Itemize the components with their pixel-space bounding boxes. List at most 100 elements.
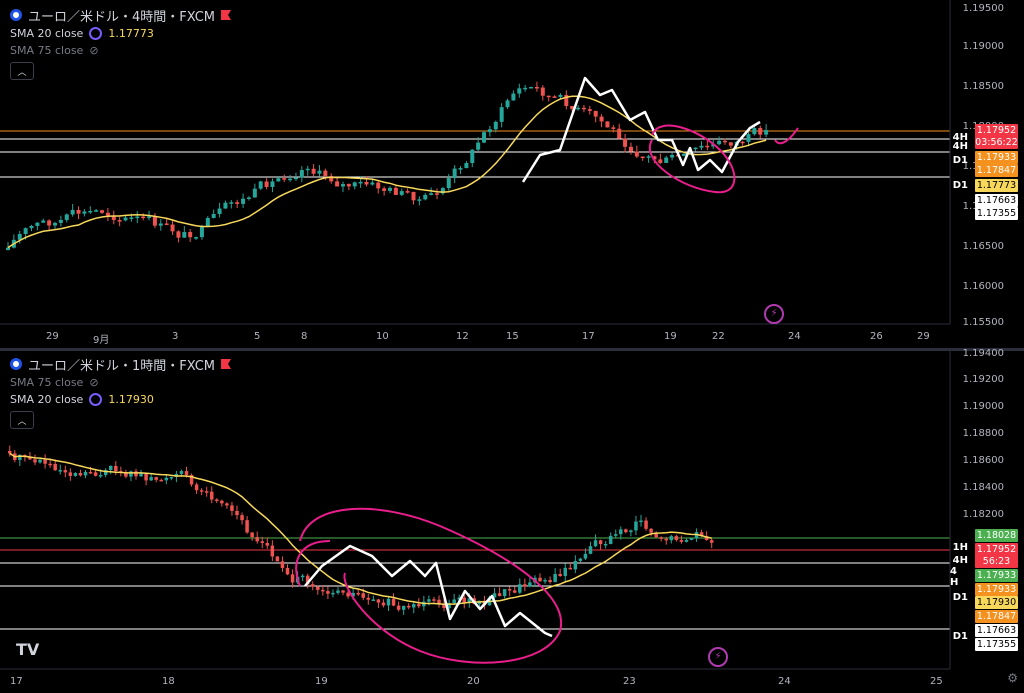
candle-body: [538, 577, 542, 582]
candle-body: [255, 537, 259, 542]
candle-body: [154, 477, 158, 480]
collapse-legend-button[interactable]: ︿: [10, 411, 34, 429]
candle-body: [305, 168, 310, 171]
indicator-sma20[interactable]: SMA 20 close 1.17930: [10, 391, 231, 408]
time-tick-label: 5: [254, 331, 261, 342]
candle-body: [179, 471, 184, 474]
price-badge: 1.17847: [975, 164, 1018, 177]
candle-body: [699, 532, 704, 537]
candle-body: [305, 575, 310, 585]
candle-body: [499, 107, 504, 122]
time-tick-label: 19: [664, 331, 677, 342]
settings-gear-icon[interactable]: ⚙: [1007, 671, 1018, 685]
indicator-sma20[interactable]: SMA 20 close 1.17773: [10, 25, 231, 42]
drawn-trend-path: [304, 544, 553, 638]
candle-body: [681, 153, 686, 156]
indicator-name: SMA 20 close: [10, 27, 84, 40]
candle-body: [664, 157, 669, 163]
candle-body: [476, 142, 481, 150]
price-badge: 1.17847: [975, 610, 1018, 623]
candle-body: [452, 168, 457, 179]
candle-body: [329, 175, 334, 182]
chart-pane-1h[interactable]: ユーロ／米ドル・1時間・FXCM SMA 75 close ⊘ SMA 20 c…: [0, 348, 1024, 693]
candle-body: [117, 220, 122, 222]
candle-body: [446, 178, 451, 189]
candle-body: [564, 94, 569, 106]
candle-body: [270, 181, 275, 187]
candle-body: [311, 168, 316, 174]
time-tick-label: 17: [10, 676, 23, 687]
candle-body: [534, 86, 539, 89]
candle-body: [628, 146, 633, 152]
price-tick-label: 1.19400: [962, 348, 1004, 359]
candle-body: [88, 471, 93, 474]
price-scale-4h[interactable]: 1.195001.190001.185001.180001.175001.170…: [950, 0, 1024, 348]
candle-body: [258, 181, 263, 189]
candle-body: [435, 193, 440, 195]
indicator-value: 1.17773: [108, 27, 154, 40]
chart-pane-4h[interactable]: ユーロ／米ドル・4時間・FXCM SMA 20 close 1.17773 SM…: [0, 0, 1024, 348]
candle-body: [361, 593, 365, 598]
candle-body: [169, 476, 174, 479]
candle-body: [282, 178, 287, 180]
candle-body: [35, 222, 40, 226]
candle-body: [194, 484, 199, 491]
indicator-sma75[interactable]: SMA 75 close ⊘: [10, 42, 231, 59]
candle-body: [293, 177, 298, 180]
level-label: 4H: [952, 132, 968, 143]
candle-body: [548, 580, 552, 583]
symbol-title[interactable]: ユーロ／米ドル・1時間・FXCM: [10, 354, 232, 374]
candle-body: [141, 216, 146, 219]
candle-body: [199, 490, 204, 492]
candle-body: [517, 88, 522, 94]
flag-icon[interactable]: [221, 359, 232, 369]
collapse-legend-button[interactable]: ︿: [10, 62, 34, 80]
tradingview-logo[interactable]: TV: [16, 640, 40, 659]
pane-separator[interactable]: [0, 348, 1024, 351]
candle-body: [123, 217, 128, 221]
hidden-eye-icon[interactable]: ⊘: [89, 44, 99, 57]
candle-body: [376, 182, 381, 189]
symbol-title[interactable]: ユーロ／米ドル・4時間・FXCM: [10, 5, 232, 25]
indicator-name: SMA 75 close: [10, 376, 84, 389]
candle-body: [230, 505, 234, 511]
hidden-eye-icon[interactable]: ⊘: [89, 376, 99, 389]
level-label: 4H: [952, 141, 968, 152]
chart-canvas-1h[interactable]: [0, 351, 1024, 693]
time-tick-label: 29: [917, 331, 930, 342]
candle-body: [105, 212, 110, 216]
candle-body: [93, 472, 98, 476]
candle-body: [205, 217, 210, 227]
candle-body: [442, 603, 446, 609]
price-scale-1h[interactable]: 1.19400 1.19200 1.19000 1.18800 1.18600 1.184…: [950, 348, 1024, 693]
candle-body: [658, 159, 663, 163]
candle-body: [134, 471, 138, 477]
indicator-sma75[interactable]: SMA 75 close ⊘: [10, 374, 231, 391]
candle-body: [53, 222, 58, 226]
candle-body: [437, 599, 441, 604]
candle-body: [275, 556, 280, 562]
candle-body: [505, 100, 510, 108]
candle-body: [543, 580, 547, 582]
lightning-icon[interactable]: ⚡: [708, 647, 728, 667]
flag-icon[interactable]: [221, 10, 232, 20]
price-tick-label: 1.16500: [962, 241, 1004, 252]
candle-body: [321, 589, 325, 592]
candle-body: [28, 457, 32, 460]
annotation-ellipse: [648, 124, 736, 194]
lightning-icon[interactable]: ⚡: [764, 304, 784, 324]
candle-body: [76, 209, 81, 214]
candle-body: [159, 479, 163, 482]
candle-body: [58, 470, 62, 472]
drawn-trend-path: [521, 76, 761, 183]
candle-body: [546, 95, 551, 98]
candle-body: [194, 237, 199, 239]
chart-canvas-4h[interactable]: [0, 0, 1024, 348]
candle-body: [693, 147, 698, 150]
annotation-ellipse: [299, 507, 563, 664]
candle-body: [223, 202, 228, 209]
candle-body: [371, 599, 376, 601]
candle-body: [229, 202, 234, 204]
candle-body: [351, 592, 355, 597]
time-tick-label: 26: [870, 331, 883, 342]
